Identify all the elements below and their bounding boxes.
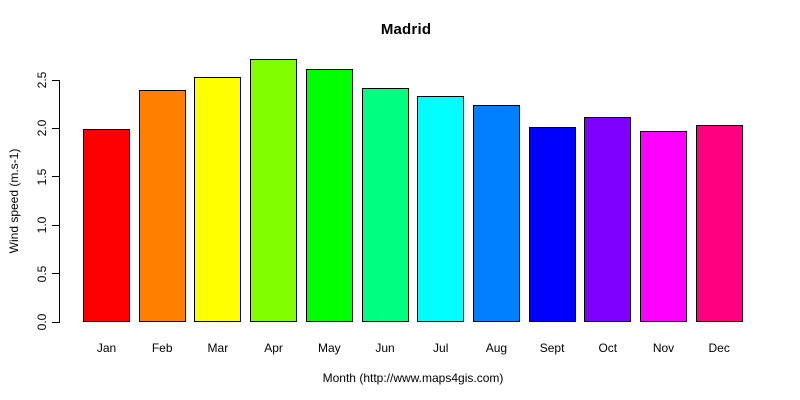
month-label-jul: Jul — [433, 341, 449, 355]
month-label-sept: Sept — [539, 341, 565, 355]
y-tick-mark — [52, 127, 60, 129]
bar-jan — [83, 129, 130, 322]
bar-jul — [417, 96, 465, 322]
y-tick-mark — [52, 321, 60, 323]
bar-dec — [695, 124, 743, 322]
month-label-may: May — [317, 341, 341, 355]
bar-jun — [361, 87, 409, 322]
y-tick-label: 1.0 — [35, 216, 49, 234]
month-label-mar: Mar — [207, 341, 229, 355]
month-label-jan: Jan — [96, 341, 117, 355]
x-axis-label: Month (http://www.maps4gis.com) — [322, 371, 504, 385]
month-label-apr: Apr — [264, 341, 283, 355]
month-label-feb: Feb — [151, 341, 173, 355]
y-tick-label: 2.0 — [35, 120, 49, 137]
y-tick-mark — [52, 176, 60, 178]
bar-nov — [640, 131, 687, 322]
y-tick-label: 0.5 — [35, 265, 49, 282]
y-axis-label: Wind speed (m.s-1) — [7, 148, 21, 254]
y-tick-mark — [52, 224, 60, 226]
y-axis-line — [59, 80, 60, 322]
bar-mar — [194, 77, 242, 322]
bar-feb — [138, 89, 186, 322]
month-label-aug: Aug — [485, 341, 508, 355]
bar-oct — [584, 116, 632, 322]
month-label-nov: Nov — [652, 341, 675, 355]
month-label-dec: Dec — [708, 341, 730, 355]
month-label-jun: Jun — [375, 341, 395, 355]
bar-aug — [472, 105, 520, 322]
y-tick-mark — [52, 79, 60, 81]
chart-title: Madrid — [380, 21, 432, 38]
bar-sept — [528, 127, 576, 322]
bar-apr — [250, 58, 298, 322]
y-tick-label: 2.5 — [35, 71, 49, 89]
y-tick-mark — [52, 273, 60, 275]
y-tick-label: 1.5 — [35, 168, 49, 186]
bar-may — [305, 69, 353, 322]
y-tick-label: 0.0 — [35, 313, 49, 331]
month-label-oct: Oct — [598, 341, 618, 355]
